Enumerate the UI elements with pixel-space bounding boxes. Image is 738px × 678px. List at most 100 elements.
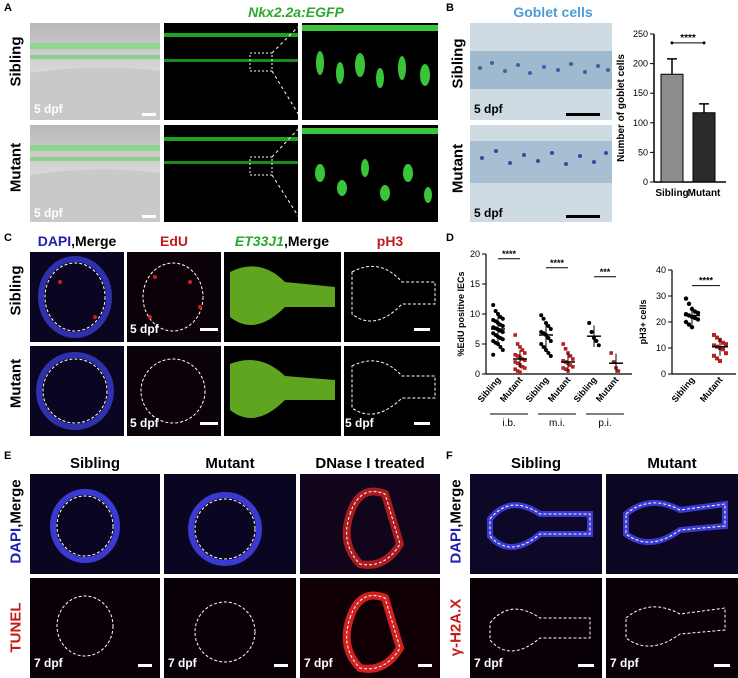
- y-tick-label: 100: [633, 118, 648, 128]
- panel-e-age-dnase: 7 dpf: [304, 656, 333, 670]
- data-point: [491, 303, 496, 307]
- scale-bar: [418, 664, 432, 667]
- y-tick-label: 40: [656, 265, 666, 275]
- x-tick-label: Mutant: [546, 375, 573, 404]
- data-point: [518, 370, 522, 374]
- y-tick-label: 15: [470, 279, 480, 289]
- significance-label: ****: [699, 276, 714, 286]
- y-tick-label: 150: [633, 88, 648, 98]
- data-point: [539, 342, 544, 346]
- bracket-end: [670, 41, 674, 45]
- data-point: [513, 360, 517, 364]
- x-tick-label: Sibling: [655, 188, 688, 199]
- data-point: [721, 340, 725, 345]
- data-point: [523, 366, 527, 370]
- panel-a-row-mutant: Mutant: [7, 142, 25, 193]
- data-point: [513, 333, 517, 337]
- data-point: [548, 354, 553, 358]
- panel-b-images: [470, 23, 612, 222]
- y-axis-label: Number of goblet cells: [616, 54, 627, 162]
- data-point: [523, 351, 527, 355]
- data-point: [568, 363, 573, 367]
- x-tick-label: Sibling: [670, 375, 697, 404]
- data-point: [616, 369, 621, 373]
- scale-bar: [578, 664, 594, 667]
- y-tick-label: 0: [661, 369, 666, 379]
- data-point: [712, 333, 716, 337]
- data-point: [539, 313, 544, 318]
- x-tick-label: Sibling: [572, 375, 599, 404]
- data-point: [546, 351, 551, 355]
- panel-c-age-mutant: 5 dpf: [130, 416, 159, 430]
- scale-bar: [714, 664, 730, 667]
- data-point: [500, 348, 505, 352]
- y-tick-label: 30: [656, 291, 666, 301]
- data-point: [568, 354, 573, 358]
- data-point: [491, 352, 496, 357]
- merge-label: ,Merge: [7, 479, 25, 528]
- merge-label: ,Merge: [283, 233, 330, 249]
- data-point: [513, 353, 517, 357]
- y-tick-label: 200: [633, 59, 648, 69]
- data-point: [571, 357, 575, 361]
- panel-e-col-mutant: Mutant: [205, 455, 255, 472]
- bar: [692, 112, 716, 183]
- data-point: [548, 339, 553, 343]
- panel-c-row-sibling: Sibling: [7, 265, 25, 316]
- data-point: [500, 324, 505, 328]
- data-point: [500, 337, 505, 342]
- y-axis-label: pH3+ cells: [638, 300, 648, 345]
- y-tick-label: 20: [656, 317, 666, 327]
- data-point: [712, 353, 716, 358]
- scale-bar: [200, 422, 218, 425]
- et33j1-label: ET33J1: [234, 233, 284, 249]
- panel-a-images: [30, 23, 438, 223]
- data-point: [594, 339, 599, 343]
- data-point: [563, 367, 568, 371]
- y-tick-label: 10: [656, 343, 666, 353]
- panel-f-age: 7 dpf: [474, 656, 503, 670]
- y-tick-label: 250: [633, 29, 648, 39]
- panel-b-title: Goblet cells: [513, 4, 593, 20]
- panel-label-f: F: [446, 450, 453, 462]
- panel-c-images: [30, 252, 440, 436]
- panel-label-d: D: [446, 232, 454, 244]
- panel-c-col3-title: ET33J1,Merge: [224, 233, 340, 249]
- data-point: [541, 316, 546, 321]
- data-point: [548, 327, 553, 331]
- panel-a-age-sibling: 5 dpf: [34, 102, 63, 116]
- panel-c-age-sibling: 5 dpf: [130, 322, 159, 336]
- panel-c-col1-title: DAPI,Merge: [30, 233, 124, 249]
- panel-b-age-mutant: 5 dpf: [474, 206, 503, 220]
- panel-c-row-mutant: Mutant: [7, 358, 25, 409]
- panel-f-col-mutant: Mutant: [647, 455, 697, 472]
- data-point: [563, 347, 568, 351]
- data-point: [500, 316, 505, 321]
- data-point: [541, 345, 546, 349]
- panel-a-title: Nkx2.2a:EGFP: [248, 4, 344, 20]
- data-point: [500, 330, 505, 334]
- panel-a-brightfield-mutant: [30, 125, 160, 222]
- data-point: [571, 365, 575, 369]
- dapi-label: DAPI: [7, 527, 25, 564]
- data-point: [695, 310, 701, 316]
- significance-label: ****: [502, 249, 517, 259]
- panel-f-row-h2ax: γ-H2A.X: [447, 598, 465, 657]
- data-point: [695, 317, 701, 322]
- data-point: [523, 358, 527, 362]
- y-tick-label: 0: [475, 369, 480, 379]
- data-point: [518, 345, 522, 349]
- data-point: [689, 325, 695, 330]
- significance-label: ****: [550, 258, 565, 268]
- data-point: [587, 321, 592, 325]
- x-tick-label: Mutant: [688, 188, 721, 199]
- data-point: [686, 322, 692, 327]
- y-tick-label: 50: [638, 147, 648, 157]
- scale-bar: [414, 328, 430, 331]
- data-point: [721, 347, 725, 352]
- data-point: [715, 356, 719, 361]
- panel-f-col-sibling: Sibling: [511, 455, 561, 472]
- data-point: [515, 342, 520, 346]
- dapi-label: DAPI: [447, 527, 465, 564]
- merge-label: ,Merge: [71, 233, 117, 249]
